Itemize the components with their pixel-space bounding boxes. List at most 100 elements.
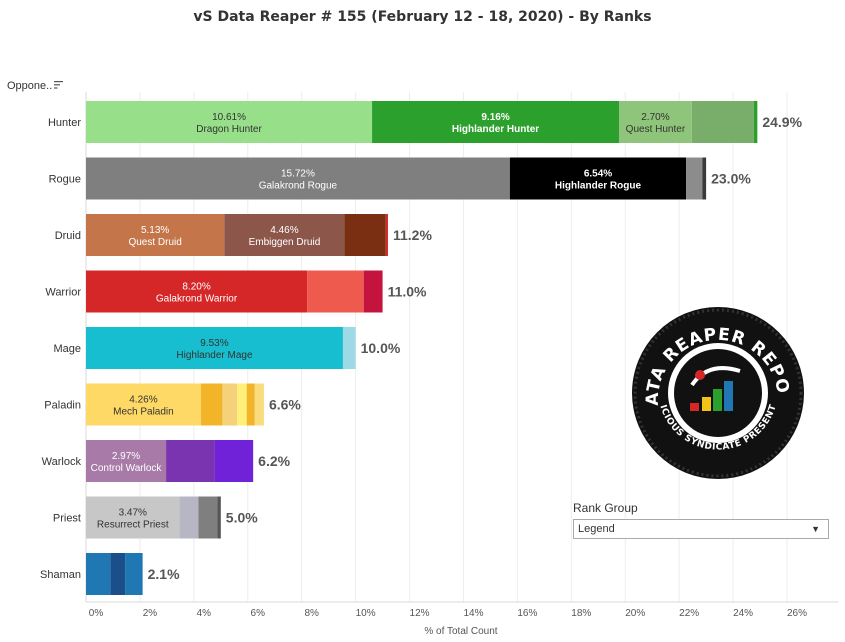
bar-segment[interactable]: [363, 270, 383, 313]
segment-percent-label: 4.46%: [270, 225, 298, 236]
segment-archetype-label: Galakrond Rogue: [259, 181, 338, 192]
x-tick-label: 4%: [197, 608, 212, 619]
segment-archetype-label: Embiggen Druid: [249, 237, 321, 248]
bar-segment[interactable]: [86, 327, 343, 369]
bar-segment[interactable]: [125, 553, 143, 595]
x-tick-label: 12%: [410, 608, 430, 619]
segment-percent-label: 2.70%: [641, 112, 669, 123]
bar-segment[interactable]: [86, 270, 308, 313]
segment-percent-label: 6.54%: [584, 169, 612, 180]
segment-archetype-label: Quest Hunter: [626, 124, 686, 135]
x-tick-label: 24%: [733, 608, 753, 619]
bar-segment[interactable]: [110, 553, 126, 595]
bar-segment[interactable]: [198, 496, 218, 539]
segment-percent-label: 15.72%: [281, 169, 315, 180]
x-tick-label: 8%: [304, 608, 319, 619]
bar-segment[interactable]: [246, 383, 255, 426]
x-tick-label: 18%: [571, 608, 591, 619]
bar-segment[interactable]: [344, 214, 386, 256]
category-label: Hunter: [48, 117, 81, 129]
category-label: Shaman: [40, 569, 81, 581]
segment-percent-label: 8.20%: [182, 282, 210, 293]
bar-segment[interactable]: [307, 270, 364, 313]
sort-descending-icon[interactable]: [54, 80, 64, 90]
total-label: 2.1%: [148, 566, 180, 582]
bar-segment[interactable]: [86, 157, 510, 200]
rank-group-filter: Rank Group Legend ▼: [573, 501, 829, 539]
bar-segment[interactable]: [342, 327, 356, 369]
bar-segment[interactable]: [222, 383, 238, 426]
category-label: Mage: [53, 343, 81, 355]
bar-segment[interactable]: [385, 214, 388, 256]
total-label: 24.9%: [762, 114, 802, 130]
bar-segment[interactable]: [86, 496, 180, 539]
segment-percent-label: 9.53%: [200, 338, 228, 349]
x-tick-label: 22%: [679, 608, 699, 619]
segment-archetype-label: Galakrond Warrior: [156, 294, 238, 305]
segment-percent-label: 2.97%: [112, 451, 140, 462]
bar-segment[interactable]: [237, 383, 247, 426]
x-tick-label: 26%: [787, 608, 807, 619]
segment-archetype-label: Highlander Rogue: [555, 181, 642, 192]
bar-segment[interactable]: [686, 157, 703, 200]
total-label: 10.0%: [361, 340, 401, 356]
segment-percent-label: 9.16%: [481, 112, 509, 123]
bar-segment[interactable]: [619, 101, 692, 143]
bar-segment[interactable]: [179, 496, 199, 539]
rank-group-selected-value: Legend: [578, 523, 615, 535]
x-tick-label: 0%: [89, 608, 104, 619]
total-label: 11.2%: [393, 227, 432, 243]
data-reaper-report-logo: DATA REAPER REPORT VICIOUS SYNDICATE PRE…: [630, 305, 804, 479]
bar-segment[interactable]: [86, 101, 373, 143]
total-label: 5.0%: [226, 510, 258, 526]
bar-segment[interactable]: [372, 101, 620, 143]
bar-segment[interactable]: [224, 214, 345, 256]
bar-segment[interactable]: [86, 553, 111, 595]
segment-archetype-label: Dragon Hunter: [196, 124, 262, 135]
category-label: Priest: [53, 513, 81, 525]
total-label: 6.2%: [258, 453, 290, 469]
bar-segment[interactable]: [217, 496, 221, 539]
total-label: 11.0%: [388, 284, 427, 300]
segment-percent-label: 4.26%: [129, 395, 157, 406]
chart-title: vS Data Reaper # 155 (February 12 - 18, …: [193, 9, 652, 25]
category-label: Paladin: [44, 400, 81, 412]
total-label: 6.6%: [269, 397, 301, 413]
segment-archetype-label: Mech Paladin: [113, 407, 174, 418]
sort-field-label[interactable]: Oppone..: [7, 80, 53, 92]
segment-archetype-label: Resurrect Priest: [97, 520, 169, 531]
bar-segment[interactable]: [86, 440, 167, 482]
category-label: Warlock: [42, 456, 82, 468]
x-tick-label: 20%: [625, 608, 645, 619]
bar-segment[interactable]: [702, 157, 707, 200]
x-tick-label: 10%: [356, 608, 376, 619]
category-label: Warrior: [45, 287, 81, 299]
bar-segment[interactable]: [200, 383, 223, 426]
dropdown-arrow-icon: ▼: [811, 524, 820, 534]
bar-segment[interactable]: [254, 383, 264, 426]
x-tick-label: 6%: [251, 608, 266, 619]
category-label: Druid: [55, 230, 81, 242]
segment-percent-label: 10.61%: [212, 112, 246, 123]
segment-archetype-label: Quest Druid: [128, 237, 181, 248]
rank-group-dropdown[interactable]: Legend ▼: [573, 519, 829, 539]
segment-percent-label: 3.47%: [119, 508, 147, 519]
bar-segment[interactable]: [214, 440, 254, 482]
bar-segment[interactable]: [509, 157, 687, 200]
bar-segment[interactable]: [86, 383, 201, 426]
segment-percent-label: 5.13%: [141, 225, 169, 236]
bar-segment[interactable]: [166, 440, 215, 482]
x-tick-label: 2%: [143, 608, 158, 619]
category-label: Rogue: [49, 174, 81, 186]
x-axis-title: % of Total Count: [424, 626, 497, 637]
x-tick-label: 14%: [463, 608, 483, 619]
bar-segment[interactable]: [86, 214, 225, 256]
segment-archetype-label: Control Warlock: [91, 463, 163, 474]
rank-group-title: Rank Group: [573, 501, 638, 515]
segment-archetype-label: Highlander Mage: [176, 350, 253, 361]
bar-segment[interactable]: [753, 101, 758, 143]
bar-segment[interactable]: [691, 101, 754, 143]
x-tick-label: 16%: [517, 608, 537, 619]
total-label: 23.0%: [711, 171, 751, 187]
